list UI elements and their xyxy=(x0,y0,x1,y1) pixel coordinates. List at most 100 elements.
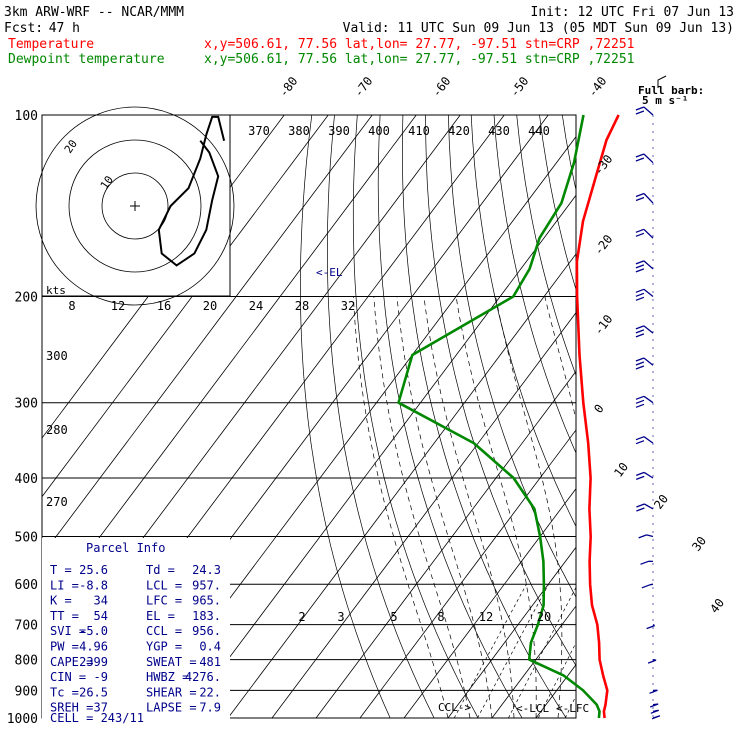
mixing-ratio-line xyxy=(453,584,527,718)
parcel-info-cell: LFC = xyxy=(146,594,182,608)
dry-adiabat xyxy=(608,115,740,731)
wind-barb xyxy=(638,534,654,539)
pressure-tick-label: 100 xyxy=(15,109,38,124)
barb-key-title: Full barb: xyxy=(638,84,704,97)
wind-barb xyxy=(635,325,654,338)
isotherm-line xyxy=(535,663,576,718)
hodograph-trace xyxy=(157,115,226,267)
dry-adiabat-label: 270 xyxy=(46,495,68,509)
pressure-tick-label: 400 xyxy=(15,472,38,487)
parcel-info-cell: CCL = xyxy=(146,624,182,638)
parcel-info-cell: 183. xyxy=(192,609,221,623)
plot-frame xyxy=(41,114,577,719)
dry-adiabat xyxy=(377,115,523,718)
wind-barb xyxy=(647,658,657,664)
dry-adiabat xyxy=(585,115,740,731)
parcel-info-cell: -5.0 xyxy=(79,624,108,638)
parcel-info-cell: SVI = xyxy=(50,624,86,638)
isotherm-line xyxy=(271,312,576,718)
barb-key-icon xyxy=(657,75,667,88)
dry-adiabat xyxy=(539,115,576,291)
fcst-hours: 47 h xyxy=(49,21,80,36)
wind-barb xyxy=(641,583,654,589)
isotherm-line xyxy=(42,115,373,556)
lcl-marker: <-LCL xyxy=(516,702,549,715)
mixing-ratio-line xyxy=(601,584,665,718)
parcel-info-cell: EL = xyxy=(146,609,175,623)
parcel-info-cell: -9 xyxy=(94,670,108,684)
isotherm-line xyxy=(668,115,740,718)
wind-barb xyxy=(651,715,661,720)
moist-adiabat xyxy=(455,296,537,718)
isotherm-label: 0 xyxy=(591,402,607,416)
dewpoint-profile xyxy=(397,114,601,719)
wind-barb xyxy=(635,471,654,481)
theta-e-label: 370 xyxy=(248,124,270,138)
isotherm-line xyxy=(315,370,576,718)
dry-adiabat xyxy=(631,115,740,731)
hodograph-kts-label: kts xyxy=(46,284,66,297)
isotherm-label: -70 xyxy=(351,74,375,100)
parcel-info-cell: CIN = xyxy=(50,670,86,684)
legend-dewpoint-info: x,y=506.61, 77.56 lat,lon= 27.77, -97.51… xyxy=(204,52,634,67)
parcel-info-cell: CAPE = xyxy=(50,655,93,669)
theta-e-label: 410 xyxy=(408,124,430,138)
ccl-marker: CCL-> xyxy=(438,701,471,714)
fcst-label: Fcst: xyxy=(4,21,43,36)
el-marker: <-EL xyxy=(316,266,343,279)
wind-barb xyxy=(635,192,654,204)
moist-adiabat xyxy=(353,296,449,718)
parcel-info-cell: LAPSE = xyxy=(146,701,197,715)
isotherm-line xyxy=(624,115,740,718)
isotherm-line xyxy=(183,194,576,718)
dry-adiabat-label: 300 xyxy=(46,349,68,363)
sounding-profiles xyxy=(397,114,620,719)
hodo-speed-label: 28 xyxy=(295,299,309,313)
parcel-info-cell: SREH = xyxy=(50,701,93,715)
theta-e-label: 420 xyxy=(448,124,470,138)
wind-barb xyxy=(635,436,654,445)
isotherm-label: 20 xyxy=(651,492,671,512)
dry-adiabat xyxy=(448,115,576,598)
parcel-info-cell: Tc = xyxy=(50,685,79,699)
moist-adiabat xyxy=(423,296,515,718)
isotherm-label: -20 xyxy=(591,232,615,258)
moist-adiabat xyxy=(495,296,563,718)
dry-adiabat xyxy=(699,115,740,731)
isotherm-label: 10 xyxy=(611,460,631,480)
hodograph-ring xyxy=(101,172,169,240)
mixing-ratio-line xyxy=(537,642,576,718)
wind-barb xyxy=(635,260,654,273)
dry-adiabat xyxy=(425,115,576,667)
dry-adiabat xyxy=(516,115,576,377)
parcel-info-cell: 956. xyxy=(192,624,221,638)
mixing-ratio-label: 8 xyxy=(437,610,444,624)
parcel-info-cell: TT = xyxy=(50,609,79,623)
isotherm-label: -30 xyxy=(591,152,615,178)
hodograph-ring xyxy=(35,106,235,306)
moist-adiabat xyxy=(544,296,576,421)
hodo-speed-label: 20 xyxy=(203,299,217,313)
parcel-info-cell: 54 xyxy=(94,609,108,623)
parcel-info-cell: YGP = xyxy=(146,640,182,654)
isotherm-label: -80 xyxy=(276,74,300,100)
parcel-info-cell: 4276. xyxy=(185,670,221,684)
parcel-info-title: Parcel Info xyxy=(86,541,165,555)
dry-adiabat xyxy=(470,115,576,528)
mixing-ratio-label: 3 xyxy=(337,610,344,624)
temperature-profile xyxy=(575,114,620,719)
mixing-ratio-line xyxy=(508,586,576,718)
hodo-speed-label: 16 xyxy=(157,299,171,313)
parcel-info-cell: 26.5 xyxy=(79,685,108,699)
isotherm-line xyxy=(580,115,740,718)
pressure-tick-label: 200 xyxy=(15,291,38,306)
pressure-tick-label: 500 xyxy=(15,530,38,545)
parcel-info-cell: 481 xyxy=(199,655,221,669)
isotherm-line xyxy=(403,487,576,718)
wind-barb xyxy=(635,357,654,370)
wind-barb xyxy=(650,709,660,714)
wind-barb xyxy=(636,503,654,512)
parcel-info-cell: 4.96 xyxy=(79,640,108,654)
dry-adiabat xyxy=(402,115,567,718)
